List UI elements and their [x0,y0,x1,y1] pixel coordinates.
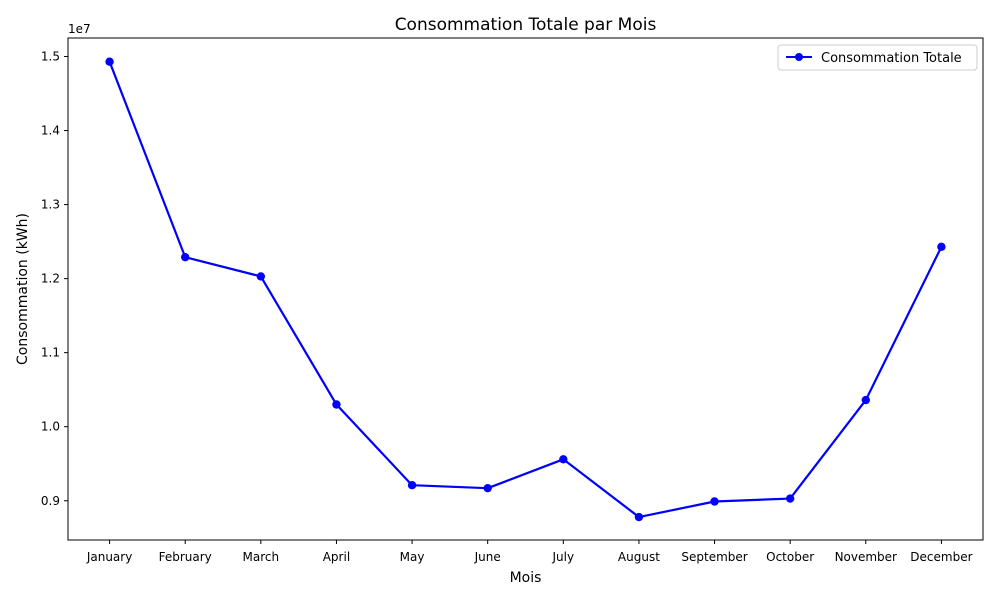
legend-marker-swatch [795,53,803,61]
y-tick-label: 1.5 [41,50,60,64]
plot-frame [67,37,984,541]
plot-area: January February March April May June July Augu… [41,50,973,564]
y-axis-offset-label: 1e7 [68,22,91,36]
series-line [108,61,943,519]
data-point [937,242,946,251]
x-tick-label: December [910,550,972,564]
data-point [483,483,492,493]
x-tick-label: March [243,550,280,564]
x-tick-label: April [323,550,350,564]
legend-entry-label: Consommation Totale [821,51,962,66]
data-point [256,272,266,281]
data-point [105,57,114,66]
data-point [634,512,644,522]
legend: Consommation Totale [777,44,978,71]
data-point [559,455,568,464]
data-point [785,494,795,503]
data-point [861,395,870,405]
x-axis-label: Mois [510,570,542,586]
data-point [407,481,417,490]
legend-box [777,44,978,71]
y-tick-label: 0.9 [41,494,60,508]
y-tick-label: 1.2 [41,272,60,286]
chart-title: Consommation Totale par Mois [395,15,657,35]
x-tick-label: January [86,550,133,564]
data-point [710,497,719,506]
data-point [332,400,341,409]
x-tick-label: September [681,550,747,564]
x-tick-label: February [159,550,212,564]
y-axis-label: Consommation (kWh) [15,213,31,365]
y-tick-label: 1.4 [41,124,60,138]
y-tick-label: 1.3 [41,198,60,212]
data-point [181,252,190,262]
x-tick-label: June [474,550,501,564]
x-tick-label: August [618,550,660,564]
y-tick-label: 1.1 [41,346,60,360]
x-tick-label: May [400,550,425,564]
y-tick-label: 1.0 [41,420,60,434]
x-tick-label: November [835,550,897,564]
x-tick-label: July [552,550,575,564]
x-tick-label: October [766,550,814,564]
